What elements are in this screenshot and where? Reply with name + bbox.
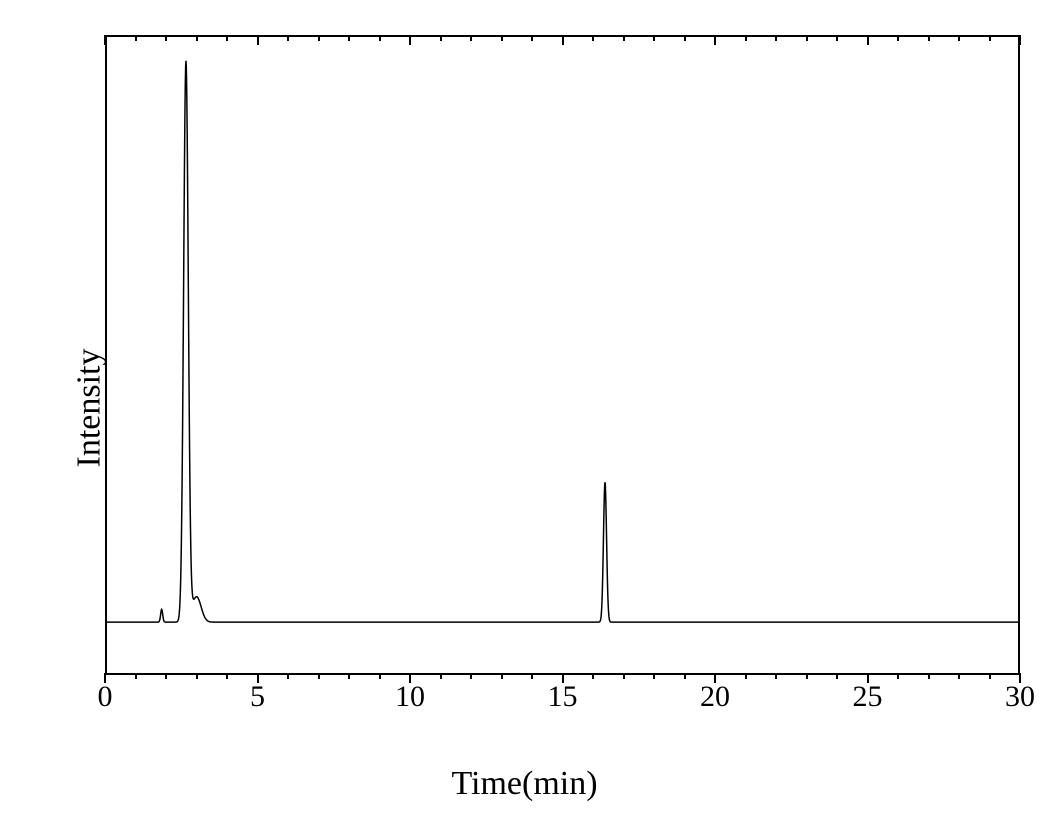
x-tick-minor — [592, 673, 594, 679]
x-tick-minor — [836, 673, 838, 679]
x-tick-top-minor — [806, 35, 808, 41]
x-tick-top-minor — [440, 35, 442, 41]
x-axis-label: Time(min) — [451, 765, 597, 803]
x-tick-top-minor — [989, 35, 991, 41]
x-tick-top-minor — [196, 35, 198, 41]
x-tick-minor — [379, 673, 381, 679]
x-tick-minor — [318, 673, 320, 679]
x-tick-minor — [287, 673, 289, 679]
plot-border — [105, 35, 1020, 675]
x-tick-top-minor — [928, 35, 930, 41]
chromatogram-line — [107, 37, 1018, 673]
x-tick-minor — [745, 673, 747, 679]
x-tick-top-minor — [135, 35, 137, 41]
x-tick-minor — [531, 673, 533, 679]
x-tick-top-minor — [379, 35, 381, 41]
x-tick-minor — [989, 673, 991, 679]
x-tick-minor — [196, 673, 198, 679]
x-tick-top-minor — [897, 35, 899, 41]
x-tick-minor — [928, 673, 930, 679]
x-tick-minor — [958, 673, 960, 679]
x-tick-minor — [623, 673, 625, 679]
x-tick-top-minor — [348, 35, 350, 41]
x-tick-label: 0 — [98, 680, 113, 714]
x-tick-top-major — [867, 35, 869, 45]
x-tick-top-minor — [623, 35, 625, 41]
x-tick-minor — [226, 673, 228, 679]
x-tick-top-major — [409, 35, 411, 45]
x-tick-label: 25 — [853, 680, 883, 714]
x-tick-top-minor — [592, 35, 594, 41]
x-tick-label: 20 — [700, 680, 730, 714]
x-tick-top-minor — [165, 35, 167, 41]
x-tick-minor — [165, 673, 167, 679]
x-tick-top-major — [714, 35, 716, 45]
x-tick-top-minor — [653, 35, 655, 41]
x-tick-top-minor — [470, 35, 472, 41]
x-tick-top-minor — [318, 35, 320, 41]
x-tick-minor — [348, 673, 350, 679]
x-tick-top-major — [562, 35, 564, 45]
x-tick-top-minor — [287, 35, 289, 41]
x-tick-top-minor — [501, 35, 503, 41]
x-tick-minor — [684, 673, 686, 679]
x-tick-top-major — [104, 35, 106, 45]
x-tick-minor — [501, 673, 503, 679]
x-tick-top-major — [1019, 35, 1021, 45]
x-tick-minor — [440, 673, 442, 679]
x-tick-top-minor — [226, 35, 228, 41]
x-tick-minor — [135, 673, 137, 679]
x-tick-top-minor — [836, 35, 838, 41]
x-tick-label: 30 — [1005, 680, 1035, 714]
x-tick-label: 15 — [548, 680, 578, 714]
x-tick-minor — [470, 673, 472, 679]
x-tick-minor — [897, 673, 899, 679]
x-tick-top-minor — [745, 35, 747, 41]
x-tick-label: 5 — [250, 680, 265, 714]
x-tick-top-minor — [531, 35, 533, 41]
x-tick-top-minor — [958, 35, 960, 41]
x-tick-top-minor — [775, 35, 777, 41]
x-tick-minor — [806, 673, 808, 679]
x-tick-top-major — [257, 35, 259, 45]
x-tick-top-minor — [684, 35, 686, 41]
x-tick-minor — [653, 673, 655, 679]
x-tick-minor — [775, 673, 777, 679]
x-tick-label: 10 — [395, 680, 425, 714]
y-axis-label: Intensity — [70, 348, 108, 467]
